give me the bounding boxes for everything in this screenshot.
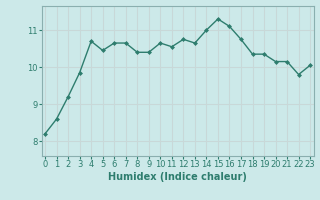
X-axis label: Humidex (Indice chaleur): Humidex (Indice chaleur) [108, 172, 247, 182]
